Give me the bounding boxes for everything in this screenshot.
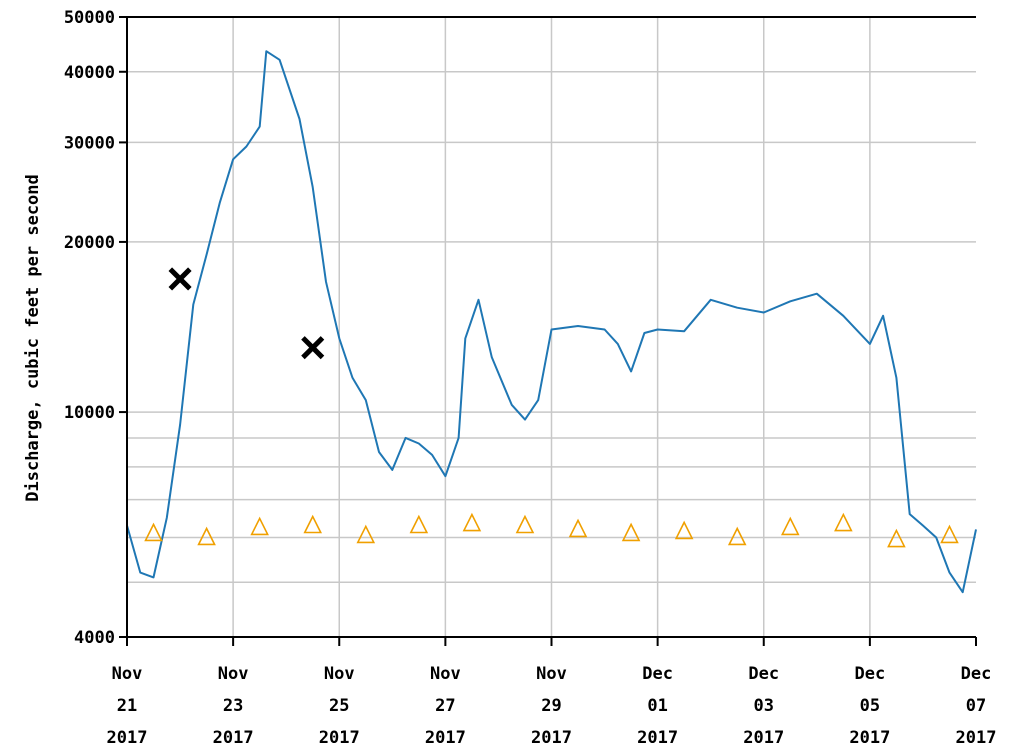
median-triangle-marker: [303, 514, 323, 534]
median-triangle-marker: [727, 526, 747, 546]
median-triangle-marker: [462, 512, 482, 532]
grid-lines: [127, 17, 976, 637]
x-tick-label: Dec 03 2017: [743, 664, 784, 748]
x-tick-label: Nov 23 2017: [213, 664, 254, 748]
median-triangle-marker: [250, 516, 269, 536]
x-tick-label: Nov 21 2017: [107, 664, 148, 748]
y-tick-label: 4000: [74, 628, 115, 648]
median-triangle-marker: [409, 514, 429, 534]
x-tick-label: Dec 01 2017: [637, 664, 678, 748]
median-triangle-marker: [940, 524, 959, 544]
median-triangle-marker: [674, 520, 694, 540]
median-triangle-marker: [515, 514, 535, 534]
median-triangle-marker: [834, 512, 853, 532]
x-tick-label: Nov 25 2017: [319, 664, 360, 748]
median-triangle-marker: [887, 528, 906, 548]
median-triangle-marker: [780, 516, 800, 536]
median-triangle-marker: [568, 518, 588, 538]
y-tick-label: 20000: [64, 233, 115, 253]
x-tick-label: Nov 27 2017: [425, 664, 466, 748]
x-tick-label: Dec 05 2017: [849, 664, 890, 748]
median-triangle-marker: [197, 526, 216, 546]
median-triangle-marker: [356, 524, 376, 544]
y-tick-label: 50000: [64, 8, 115, 28]
x-tick-label: Nov 29 2017: [531, 664, 572, 748]
y-tick-label: 30000: [64, 133, 115, 153]
measurement-x-marker: [301, 336, 325, 360]
y-tick-label: 40000: [64, 63, 115, 83]
series-layer: [126, 50, 977, 594]
median-triangle-marker: [144, 522, 163, 542]
y-tick-label: 10000: [64, 403, 115, 423]
median-triangle-marker: [621, 522, 641, 542]
discharge-line: [126, 50, 977, 594]
axes: 4000 10000 20000 30000 40000 50000 Nov 21 2017 No…: [64, 8, 997, 748]
measurement-x-marker: [168, 267, 192, 291]
x-tick-label: Dec 07 2017: [956, 664, 997, 748]
y-axis-title: Discharge, cubic feet per second: [23, 174, 43, 502]
